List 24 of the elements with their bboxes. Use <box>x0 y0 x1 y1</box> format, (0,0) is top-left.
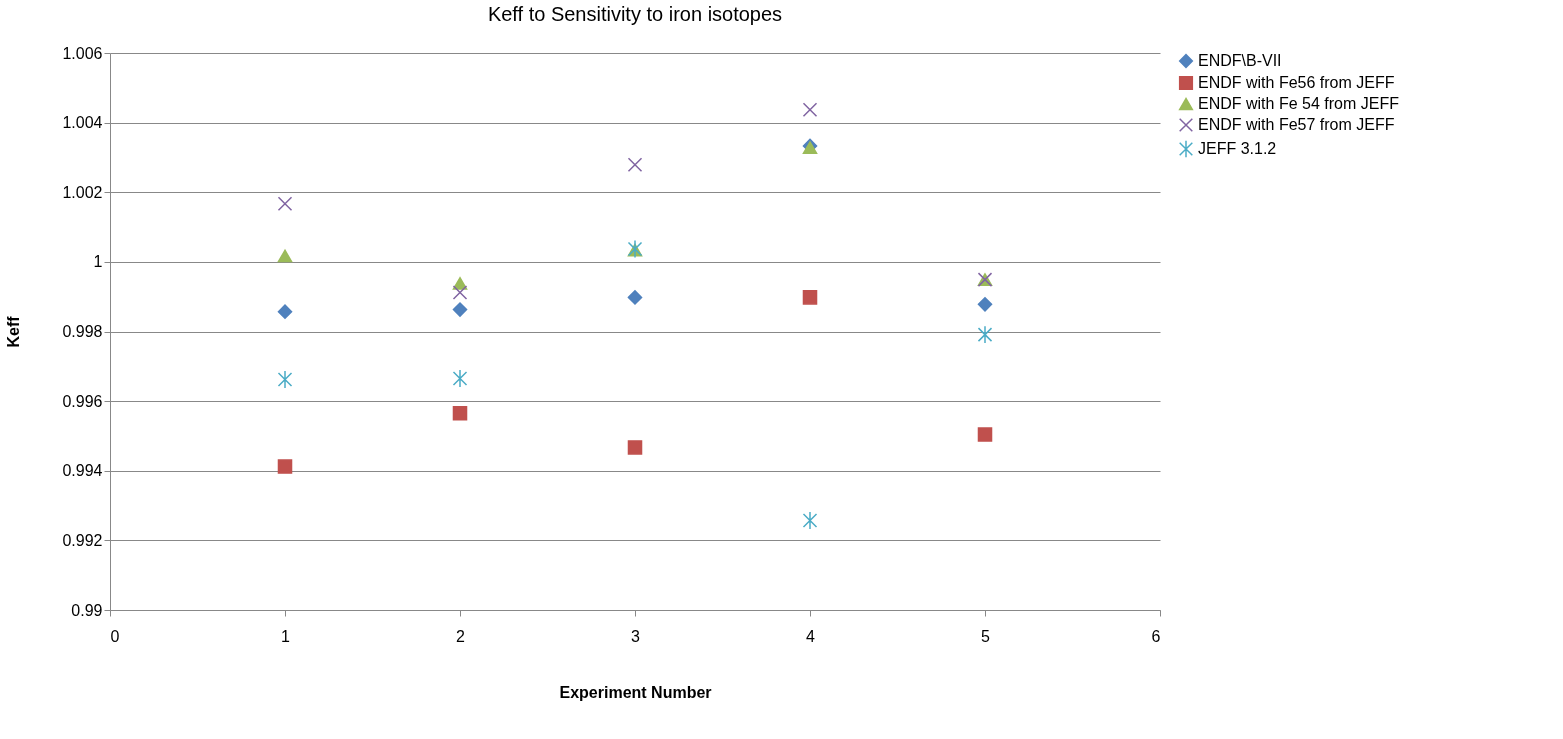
legend-label: ENDF with Fe 54 from JEFF <box>1198 95 1400 112</box>
legend-label: JEFF 3.1.2 <box>1198 140 1277 157</box>
x-tick-label: 1 <box>281 627 291 645</box>
y-tick-label: 0.99 <box>71 601 103 619</box>
y-axis-title: Keff <box>5 315 23 348</box>
y-tick-label: 1.004 <box>62 114 103 132</box>
y-tick-label: 0.994 <box>62 462 103 480</box>
x-tick-label: 6 <box>1151 627 1161 645</box>
x-tick-label: 2 <box>456 627 466 645</box>
x-tick-label: 3 <box>631 627 641 645</box>
y-tick-label: 0.992 <box>62 531 103 549</box>
y-tick-label: 1.002 <box>62 183 103 201</box>
legend-label: ENDF\B-VII <box>1198 52 1282 69</box>
x-tick-label: 5 <box>981 627 991 645</box>
legend-label: ENDF with Fe56 from JEFF <box>1198 74 1395 91</box>
y-tick-label: 1.006 <box>62 44 103 62</box>
y-tick-label: 1 <box>93 253 103 271</box>
y-tick-label: 0.996 <box>62 392 103 410</box>
y-tick-label: 0.998 <box>62 323 103 340</box>
x-axis-title: Experiment Number <box>559 683 712 701</box>
chart-title: Keff to Sensitivity to iron isotopes <box>487 3 783 25</box>
x-tick-label: 4 <box>806 627 816 645</box>
legend-label: ENDF with Fe57 from JEFF <box>1198 116 1395 133</box>
x-tick-label: 0 <box>110 627 120 645</box>
